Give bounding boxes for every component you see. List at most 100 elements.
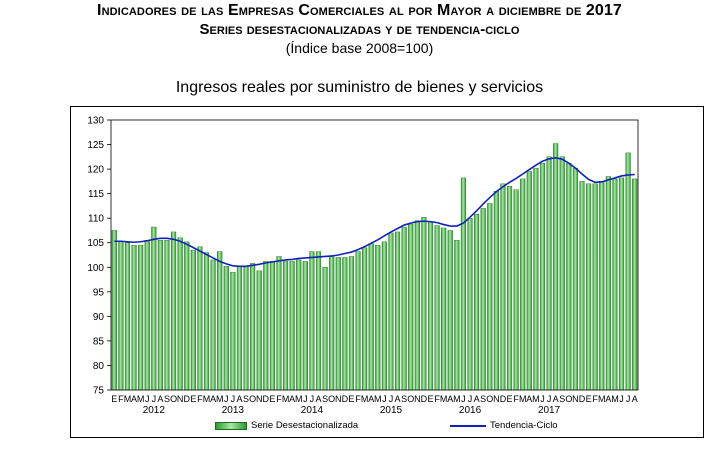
x-tick-label-month: D bbox=[579, 394, 586, 404]
bar bbox=[612, 178, 618, 391]
x-tick-label-month: M bbox=[598, 394, 606, 404]
x-tick-label-month: J bbox=[231, 394, 236, 404]
x-tick-label-month: A bbox=[210, 394, 216, 404]
report-title: Indicadores de las Empresas Comerciales … bbox=[0, 2, 719, 20]
bar bbox=[605, 176, 611, 391]
x-tick-label-month: M bbox=[532, 394, 540, 404]
bar bbox=[467, 217, 473, 391]
y-tick-label: 90 bbox=[93, 312, 105, 323]
bar bbox=[342, 257, 348, 391]
x-tick-label-month: F bbox=[276, 394, 282, 404]
x-tick-label-month: J bbox=[626, 394, 631, 404]
bar bbox=[197, 246, 203, 391]
y-tick-label: 105 bbox=[87, 238, 104, 249]
bar bbox=[559, 156, 565, 391]
bar bbox=[151, 226, 157, 391]
y-tick-label: 85 bbox=[93, 336, 105, 347]
y-tick-label: 120 bbox=[87, 165, 104, 176]
y-tick-label: 100 bbox=[87, 263, 104, 274]
x-tick-label-month: A bbox=[157, 394, 163, 404]
x-tick-label-month: O bbox=[328, 394, 335, 404]
x-tick-label-month: E bbox=[427, 394, 433, 404]
bar bbox=[474, 214, 480, 391]
bar bbox=[592, 183, 598, 391]
bar bbox=[500, 183, 506, 391]
x-tick-label-month: E bbox=[507, 394, 513, 404]
x-tick-label-month: J bbox=[461, 394, 466, 404]
x-tick-label-month: M bbox=[440, 394, 448, 404]
x-tick-label-month: J bbox=[382, 394, 387, 404]
bar bbox=[421, 216, 427, 391]
bar bbox=[184, 241, 190, 391]
y-tick-label: 130 bbox=[87, 116, 104, 127]
bar bbox=[296, 259, 302, 391]
bar bbox=[355, 251, 361, 391]
x-tick-label-month: F bbox=[434, 394, 440, 404]
bar bbox=[335, 257, 341, 391]
x-tick-label-month: J bbox=[540, 394, 545, 404]
report-title-text: Indicadores de las Empresas Comerciales … bbox=[97, 2, 622, 19]
bar bbox=[375, 244, 381, 391]
bar bbox=[243, 265, 249, 391]
bar bbox=[250, 263, 256, 391]
x-tick-label-month: M bbox=[124, 394, 132, 404]
bar bbox=[309, 251, 315, 391]
x-tick-label-month: N bbox=[177, 394, 184, 404]
x-tick-label-month: F bbox=[197, 394, 203, 404]
x-tick-label-month: A bbox=[131, 394, 137, 404]
x-tick-label-month: J bbox=[310, 394, 315, 404]
bar bbox=[454, 240, 460, 391]
x-tick-label-month: J bbox=[145, 394, 150, 404]
bar-series bbox=[111, 143, 638, 391]
y-tick-label: 75 bbox=[93, 386, 105, 397]
x-tick-label-month: A bbox=[553, 394, 559, 404]
bar bbox=[427, 221, 434, 391]
bar bbox=[144, 240, 150, 391]
y-tick-label: 80 bbox=[93, 361, 105, 372]
bar bbox=[276, 256, 282, 391]
bar bbox=[289, 261, 295, 391]
x-tick-label-month: N bbox=[335, 394, 342, 404]
bar bbox=[315, 251, 322, 391]
bar bbox=[632, 178, 638, 391]
x-tick-label-month: S bbox=[480, 394, 486, 404]
bar bbox=[210, 259, 216, 391]
index-base-note: (Índice base 2008=100) bbox=[285, 40, 434, 56]
x-tick-label-month: O bbox=[565, 394, 572, 404]
legend-trend-label: Tendencia-Ciclo bbox=[490, 420, 558, 431]
x-tick-label-month: A bbox=[474, 394, 480, 404]
bar bbox=[329, 256, 335, 391]
x-tick-label-month: M bbox=[361, 394, 369, 404]
bar bbox=[381, 241, 387, 391]
x-tick-label-month: S bbox=[559, 394, 565, 404]
chart-title: Ingresos reales por suministro de bienes… bbox=[175, 79, 544, 96]
legend-bar-swatch bbox=[215, 421, 247, 430]
bar bbox=[256, 270, 262, 391]
bar bbox=[553, 143, 559, 391]
x-tick-label-month: D bbox=[342, 394, 349, 404]
x-tick-label-month: D bbox=[263, 394, 270, 404]
legend-trend-swatch bbox=[450, 424, 486, 427]
bar bbox=[302, 261, 308, 391]
x-tick-label-month: F bbox=[592, 394, 598, 404]
bar bbox=[572, 167, 578, 391]
bar bbox=[447, 230, 453, 391]
bar bbox=[480, 208, 486, 391]
x-tick-label-month: O bbox=[249, 394, 256, 404]
x-tick-label-month: J bbox=[303, 394, 308, 404]
bar bbox=[493, 190, 499, 391]
bar bbox=[362, 247, 368, 391]
x-tick-label-month: F bbox=[355, 394, 361, 404]
bar bbox=[368, 243, 374, 391]
bar bbox=[408, 223, 414, 391]
bar bbox=[157, 240, 163, 391]
bar bbox=[217, 251, 223, 391]
bar bbox=[625, 152, 631, 391]
bar bbox=[487, 203, 493, 391]
bar bbox=[434, 225, 440, 391]
bar bbox=[546, 156, 552, 391]
x-tick-label-month: A bbox=[289, 394, 295, 404]
x-tick-label-month: D bbox=[184, 394, 191, 404]
x-tick-label-month: E bbox=[111, 394, 117, 404]
x-tick-label-month: E bbox=[269, 394, 275, 404]
